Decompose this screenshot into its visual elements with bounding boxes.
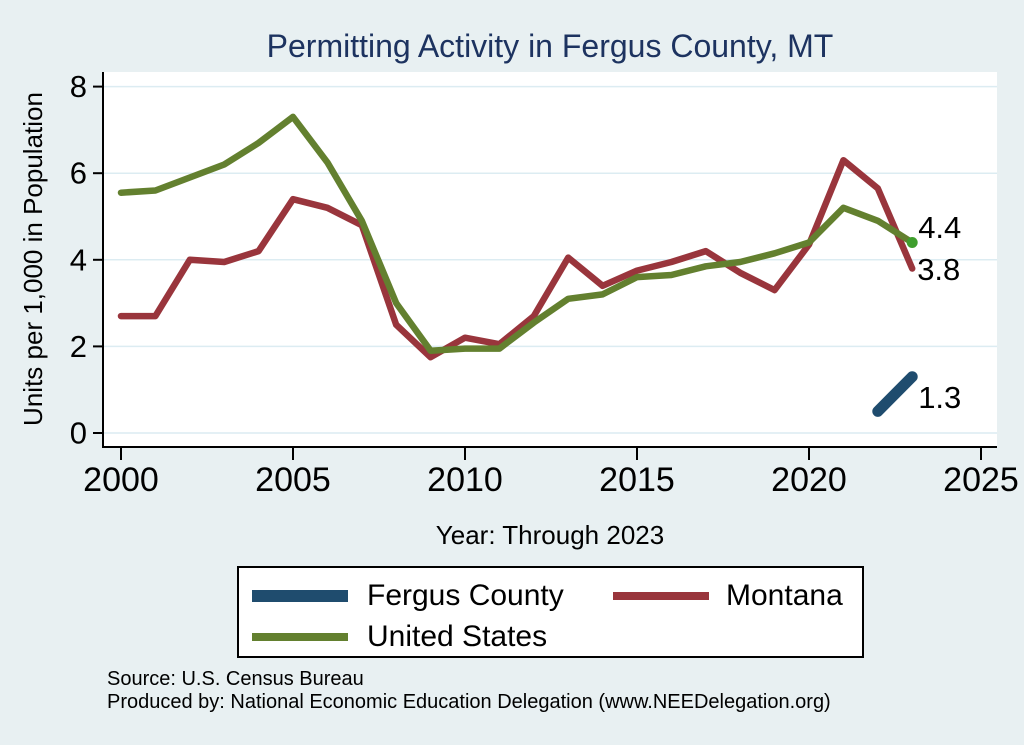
- legend-swatch-fergus-county: [252, 590, 348, 602]
- source-line-1: Source: U.S. Census Bureau: [107, 668, 364, 690]
- legend-label-fergus-county: Fergus County: [367, 579, 564, 612]
- legend-swatch-united-states: [252, 633, 348, 641]
- end-marker-united-states: [906, 236, 918, 248]
- x-tick-label-2010: 2010: [427, 461, 503, 499]
- end-label-united-states: 4.4: [918, 210, 961, 245]
- series-line-montana: [117, 156, 916, 361]
- legend-label-united-states: United States: [367, 620, 548, 653]
- plot-area: 0 2 4 6 8 2000 2005 2010 2015 2020 2025 4.4 3.8 1.3: [70, 69, 1019, 499]
- y-tick-label-0: 0: [70, 416, 87, 451]
- x-tick-label-2015: 2015: [599, 461, 675, 499]
- source-note: Source: U.S. Census Bureau Produced by: …: [107, 668, 831, 714]
- x-tick-label-2020: 2020: [771, 461, 847, 499]
- x-tick-label-2025: 2025: [943, 461, 1019, 499]
- x-tick-label-2005: 2005: [255, 461, 331, 499]
- y-tick-label-2: 2: [70, 329, 87, 364]
- y-tick-label-6: 6: [70, 156, 87, 191]
- legend-label-montana: Montana: [726, 579, 843, 612]
- y-tick-label-4: 4: [70, 242, 87, 277]
- chart-title: Permitting Activity in Fergus County, MT: [267, 28, 834, 64]
- series-line-united-states: [117, 113, 916, 354]
- y-tick-label-8: 8: [70, 69, 87, 104]
- legend: Fergus County Montana United States: [237, 566, 864, 658]
- x-axis-title: Year: Through 2023: [436, 520, 664, 550]
- end-label-montana: 3.8: [917, 252, 960, 287]
- end-label-fergus-county: 1.3: [918, 380, 961, 415]
- series-line-fergus-county: [872, 371, 918, 417]
- y-axis-title: Units per 1,000 in Population: [18, 92, 48, 426]
- x-tick-label-2000: 2000: [83, 461, 159, 499]
- legend-swatch-montana: [613, 592, 709, 600]
- source-line-2: Produced by: National Economic Education…: [107, 691, 831, 713]
